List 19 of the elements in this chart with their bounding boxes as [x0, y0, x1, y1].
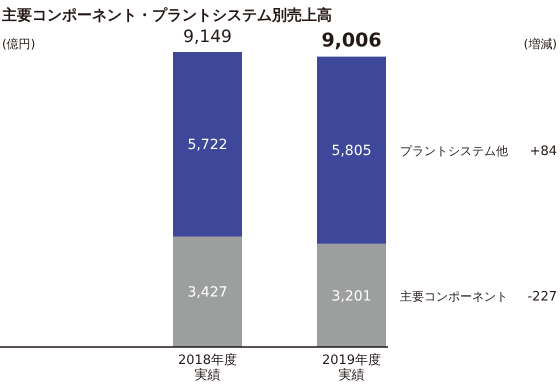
- data-label: 3,201: [331, 288, 372, 304]
- text: (増減): [524, 37, 557, 51]
- data-label: 5,722: [187, 137, 228, 154]
- bar: [173, 236, 242, 347]
- series-label: 主要コンポーネント: [400, 289, 508, 304]
- text: (億円): [2, 37, 36, 51]
- bar: [317, 56, 386, 244]
- bar: [317, 244, 386, 347]
- chart-title: 主要コンポーネント・プラントシステム別売上高: [1, 6, 332, 24]
- data-label: 3,427: [187, 284, 228, 301]
- text: +84: [530, 144, 557, 160]
- text: -227: [527, 289, 557, 304]
- x-tick-label: 2018年度実績: [178, 352, 238, 383]
- series-label: プラントシステム他: [400, 144, 508, 158]
- data-label: 5,805: [331, 143, 372, 160]
- total-label: 9,006: [321, 30, 382, 52]
- bar: [173, 52, 242, 236]
- x-tick-label: 2019年度実績: [322, 352, 382, 383]
- total-label: 9,149: [183, 27, 232, 47]
